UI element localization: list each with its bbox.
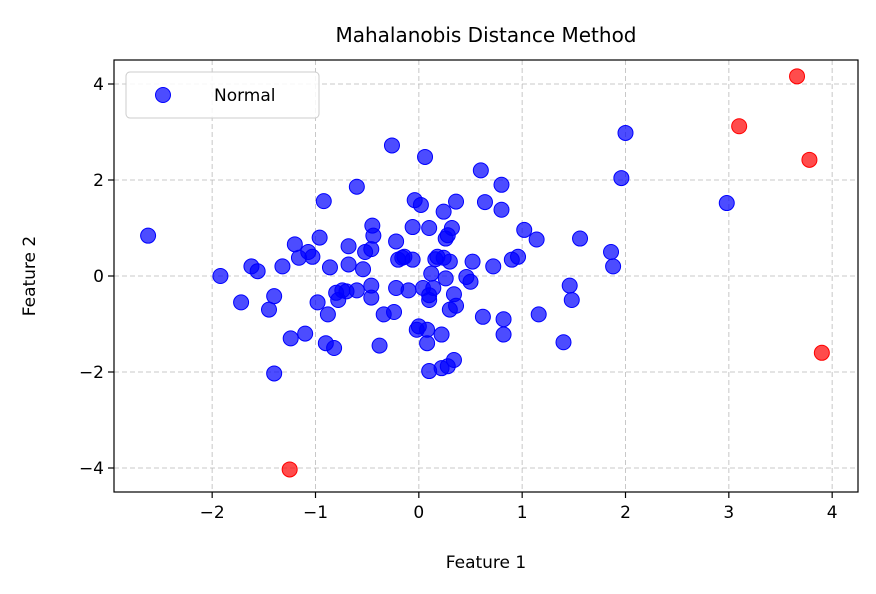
normal-point [493,201,510,218]
normal-point [419,335,436,352]
outlier-point [731,118,748,135]
legend-label-normal: Normal [214,86,276,106]
normal-point [282,330,299,347]
normal-point [495,326,512,343]
normal-point [355,261,372,278]
x-tick-label: 1 [517,503,528,523]
normal-point [433,326,450,343]
normal-point [476,194,493,211]
normal-point [417,148,434,165]
normal-point [311,229,328,246]
legend-marker-normal [155,87,171,103]
normal-point [448,297,465,314]
y-axis-label: Feature 2 [20,236,40,316]
normal-point [274,258,291,275]
normal-point [441,253,458,270]
x-tick-label: 2 [620,503,631,523]
x-axis-label: Feature 1 [446,553,526,573]
x-tick-label: 4 [827,503,838,523]
normal-point [340,238,357,255]
normal-point [421,220,438,236]
outlier-point [801,151,818,168]
y-tick-label: 0 [93,267,104,287]
normal-point [371,337,388,354]
normal-point [572,230,589,247]
normal-point [474,308,491,325]
x-tick-label: −1 [303,503,328,523]
normal-point [495,311,512,328]
normal-point [363,289,380,306]
normal-point [613,170,630,187]
x-tick-label: 0 [413,503,424,523]
y-tick-label: −4 [79,459,104,479]
normal-point [404,251,421,268]
normal-point [386,304,403,320]
normal-point [448,193,465,210]
normal-point [412,196,429,213]
normal-point [445,352,462,368]
normal-point [516,221,533,238]
axis-ticks: −2 −1 0 1 2 3 4 −4 −2 0 2 4 [79,75,838,523]
normal-point [462,273,479,290]
normal-point [315,193,332,210]
normal-point [510,248,527,265]
normal-point [472,162,489,179]
y-tick-label: 4 [93,75,104,95]
normal-point [423,265,440,282]
normal-point [419,321,436,338]
normal-point [425,280,442,296]
normal-point [319,306,336,323]
normal-point [464,253,481,270]
y-tick-label: 2 [93,171,104,191]
data-points [140,68,830,478]
normal-point [605,258,622,275]
normal-point [617,124,634,141]
x-tick-label: 3 [723,503,734,523]
normal-point [485,258,502,275]
normal-point [286,236,303,253]
y-tick-label: −2 [79,363,104,383]
normal-point [340,256,357,273]
normal-point [233,294,250,311]
legend: Normal [125,71,320,119]
normal-point [365,227,382,244]
normal-point [443,220,460,236]
normal-point [363,241,380,258]
outlier-point [281,461,298,478]
normal-point [348,178,365,195]
normal-point [435,203,452,220]
normal-point [261,301,277,318]
outlier-point [813,344,830,361]
normal-point [140,227,157,244]
normal-point [561,277,578,294]
normal-point [383,137,400,154]
normal-point [493,176,510,193]
normal-point [326,340,343,356]
normal-point [212,268,229,284]
normal-point [528,231,545,248]
normal-point [400,282,417,299]
normal-point [266,365,283,382]
normal-point [718,195,735,212]
normal-point [388,233,405,250]
normal-point [530,306,547,323]
normal-point [563,292,580,308]
normal-point [321,259,338,276]
normal-point [309,294,326,311]
outlier-point [789,68,806,85]
chart-title: Mahalanobis Distance Method [335,23,636,47]
normal-point [249,263,266,280]
normal-point [297,325,314,342]
normal-point [266,288,283,305]
normal-point [404,219,421,236]
legend-box [125,71,320,119]
normal-point [555,334,572,351]
x-tick-label: −2 [200,503,225,523]
normal-point [603,244,620,260]
normal-point [348,282,365,299]
normal-point [304,248,321,265]
normal-point [437,270,454,287]
